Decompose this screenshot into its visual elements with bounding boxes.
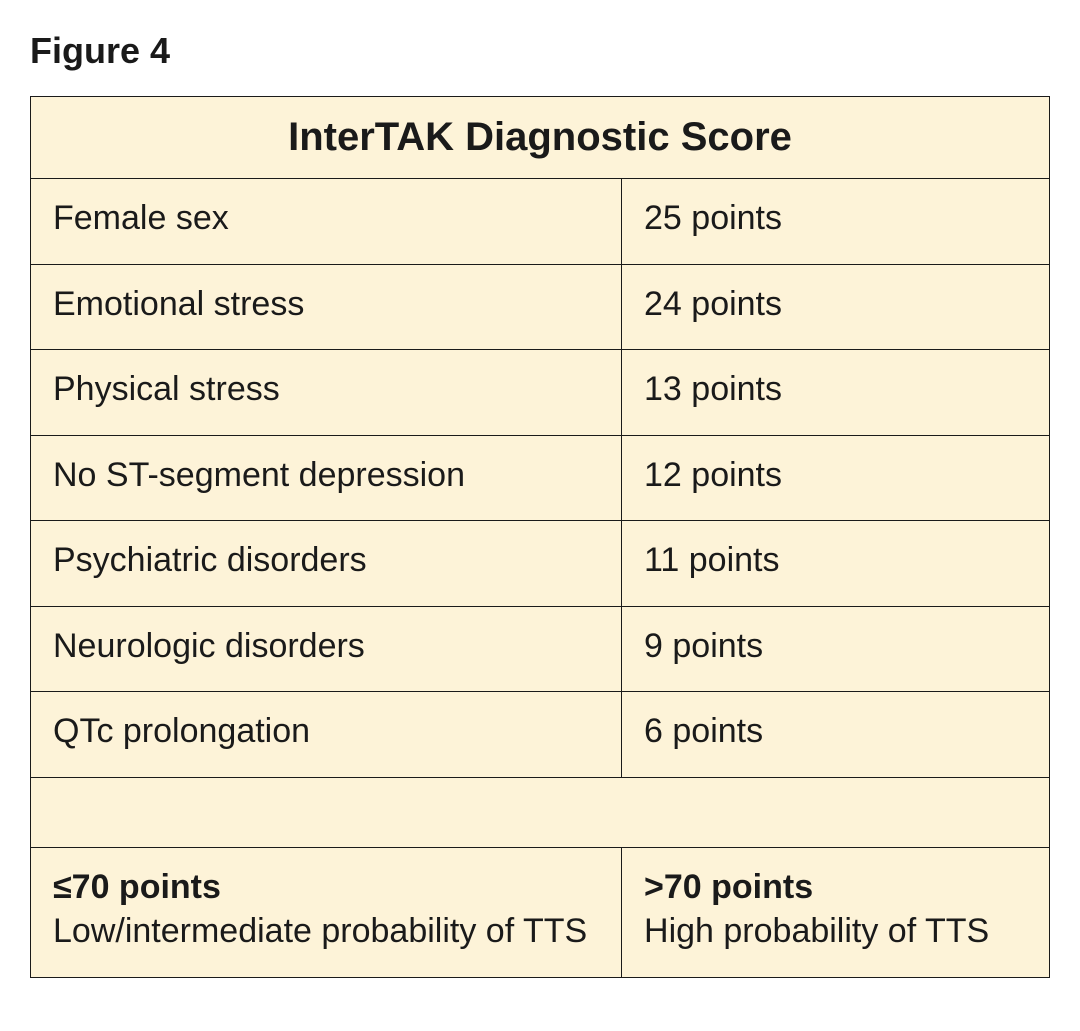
interpretation-low-cell: ≤70 points Low/intermediate probability … bbox=[31, 847, 622, 977]
interpretation-row: ≤70 points Low/intermediate probability … bbox=[31, 847, 1050, 977]
criterion-cell: No ST-segment depression bbox=[31, 435, 622, 521]
table-row: Physical stress 13 points bbox=[31, 350, 1050, 436]
table-row: Psychiatric disorders 11 points bbox=[31, 521, 1050, 607]
spacer-row bbox=[31, 777, 1050, 847]
criterion-cell: Neurologic disorders bbox=[31, 606, 622, 692]
interpretation-low-description: Low/intermediate probability of TTS bbox=[53, 912, 587, 950]
table-title: InterTAK Diagnostic Score bbox=[31, 97, 1050, 179]
points-cell: 9 points bbox=[622, 606, 1050, 692]
points-cell: 24 points bbox=[622, 264, 1050, 350]
interpretation-low-threshold: ≤70 points bbox=[53, 866, 599, 909]
intertak-score-table: InterTAK Diagnostic Score Female sex 25 … bbox=[30, 96, 1050, 978]
table-row: No ST-segment depression 12 points bbox=[31, 435, 1050, 521]
points-cell: 11 points bbox=[622, 521, 1050, 607]
criterion-cell: Psychiatric disorders bbox=[31, 521, 622, 607]
table-row: Female sex 25 points bbox=[31, 179, 1050, 265]
interpretation-high-cell: >70 points High probability of TTS bbox=[622, 847, 1050, 977]
points-cell: 6 points bbox=[622, 692, 1050, 778]
points-cell: 12 points bbox=[622, 435, 1050, 521]
criterion-cell: Female sex bbox=[31, 179, 622, 265]
points-cell: 13 points bbox=[622, 350, 1050, 436]
interpretation-high-threshold: >70 points bbox=[644, 866, 1027, 909]
points-cell: 25 points bbox=[622, 179, 1050, 265]
criterion-cell: Emotional stress bbox=[31, 264, 622, 350]
criterion-cell: Physical stress bbox=[31, 350, 622, 436]
figure-label: Figure 4 bbox=[30, 30, 1050, 72]
criterion-cell: QTc prolongation bbox=[31, 692, 622, 778]
table-row: Emotional stress 24 points bbox=[31, 264, 1050, 350]
table-row: QTc prolongation 6 points bbox=[31, 692, 1050, 778]
table-row: Neurologic disorders 9 points bbox=[31, 606, 1050, 692]
spacer-cell bbox=[31, 777, 1050, 847]
interpretation-high-description: High probability of TTS bbox=[644, 912, 989, 950]
